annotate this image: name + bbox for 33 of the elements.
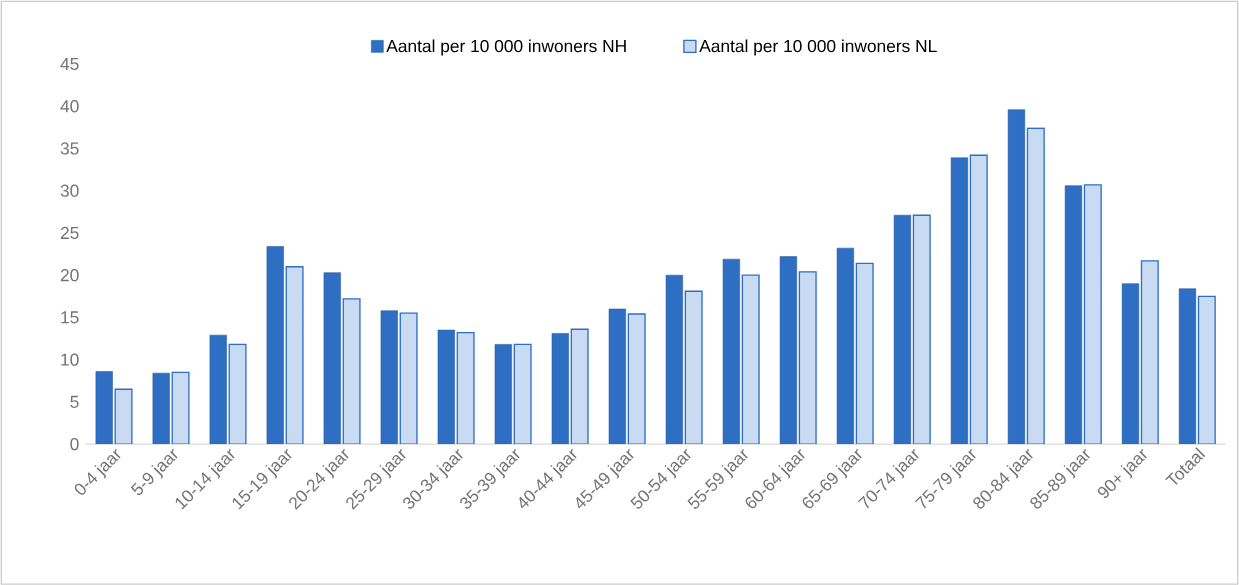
y-tick-label: 40: [60, 99, 79, 113]
bar: [266, 245, 284, 444]
bar: [722, 258, 740, 444]
bar: [1083, 183, 1102, 444]
bar: [1064, 185, 1083, 444]
bar: [380, 310, 398, 444]
y-tick-label: 15: [61, 311, 79, 324]
bar: [665, 274, 683, 444]
bar: [1007, 109, 1026, 444]
bar: [551, 332, 569, 444]
y-tick-label: 5: [70, 395, 79, 408]
bar: [779, 256, 797, 444]
bar: [152, 372, 170, 444]
y-tick-label: 25: [60, 226, 79, 239]
legend-label: Aantal per 10 000 inwoners NL: [699, 39, 937, 56]
y-tick-label: 35: [60, 142, 79, 155]
bar: [950, 157, 969, 444]
bar: [437, 329, 455, 444]
y-tick-label: 45: [60, 57, 79, 70]
bar: [1178, 288, 1197, 444]
bar: [608, 308, 626, 444]
legend-label: Aantal per 10 000 inwoners NH: [386, 39, 626, 56]
y-tick-label: 20: [60, 268, 79, 282]
y-tick-label: 30: [60, 184, 79, 197]
y-tick-label: 10: [61, 353, 79, 366]
bar: [836, 247, 855, 444]
bar: [95, 370, 113, 444]
bar: [323, 272, 341, 444]
y-tick-label: 0: [70, 437, 79, 451]
bar: [494, 343, 512, 444]
bar: [209, 334, 227, 444]
bar: [893, 214, 912, 444]
bar: [1121, 283, 1140, 444]
